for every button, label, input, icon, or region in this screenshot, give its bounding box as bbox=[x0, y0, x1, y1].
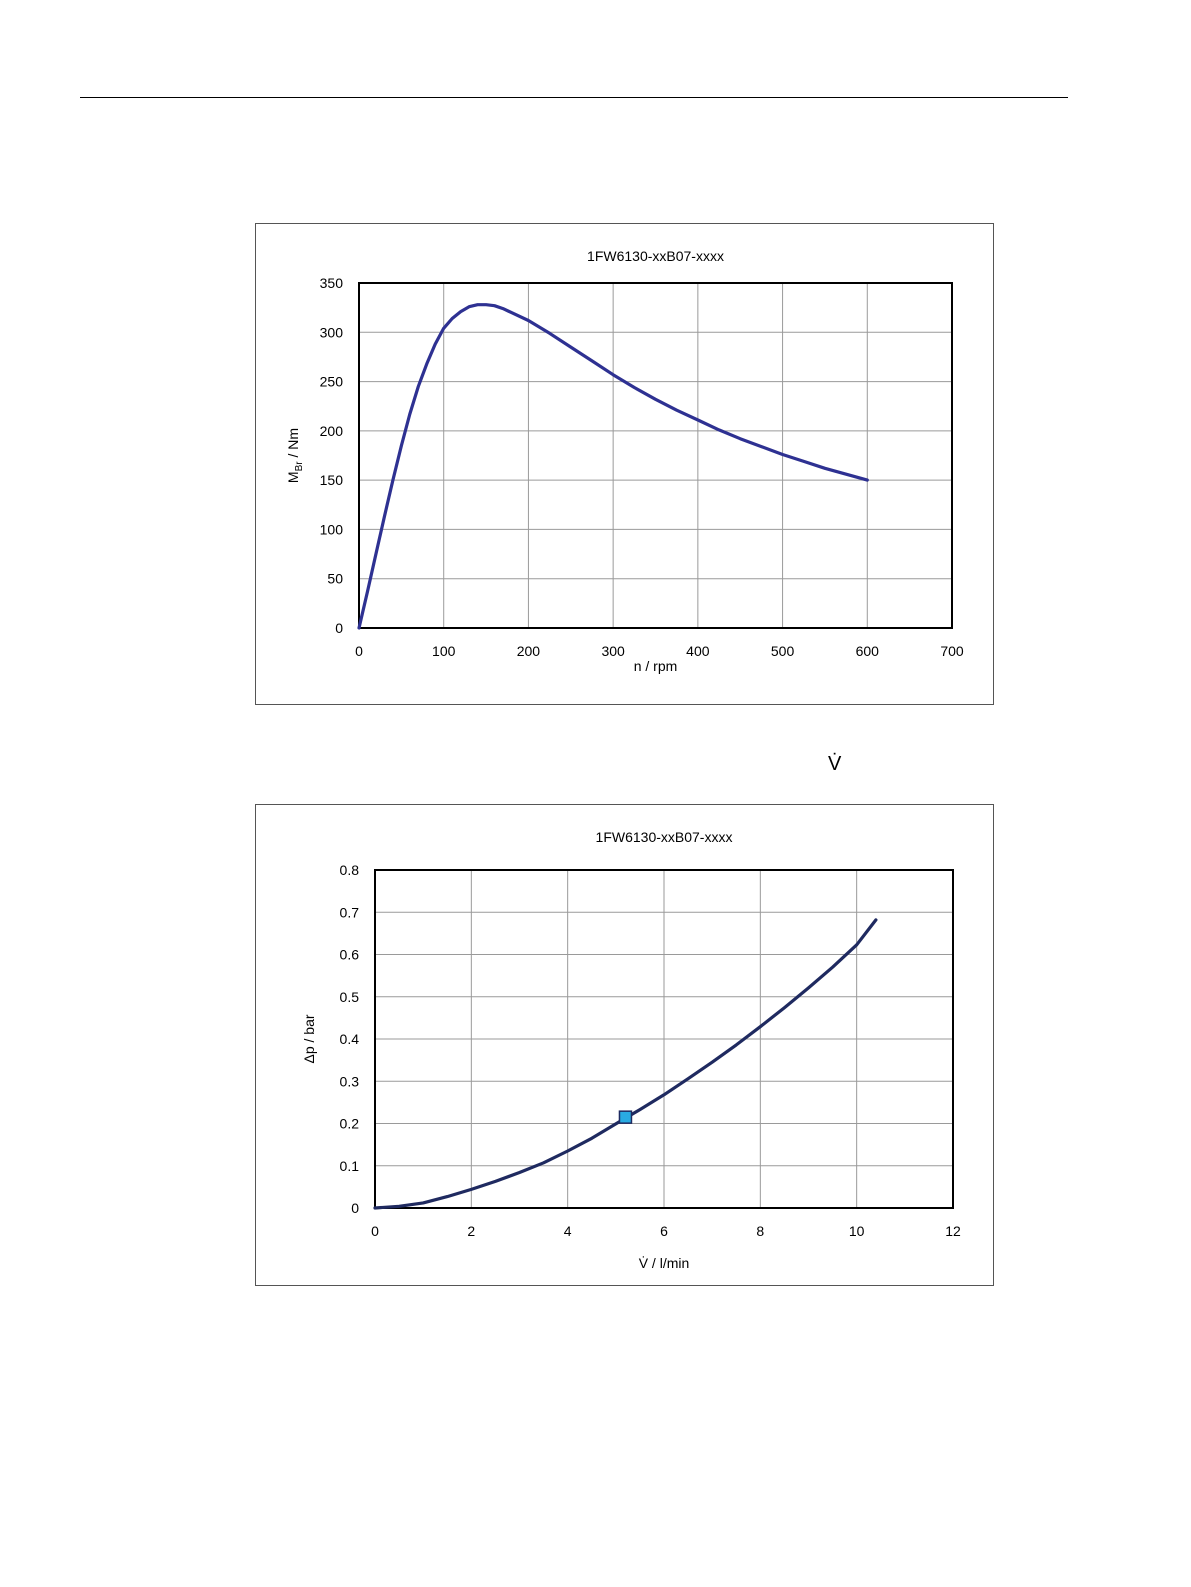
x-tick-label: 700 bbox=[940, 643, 964, 659]
y-tick-label: 0.2 bbox=[340, 1116, 360, 1132]
y-tick-label: 0 bbox=[335, 620, 343, 636]
x-axis-title: V̇ / l/min bbox=[639, 1255, 690, 1271]
series-line bbox=[373, 918, 878, 1210]
y-tick-label: 50 bbox=[327, 571, 343, 587]
x-tick-label: 10 bbox=[849, 1223, 865, 1239]
y-tick-label: 0.4 bbox=[340, 1031, 360, 1047]
pressure-drop-chart-frame: 1FW6130-xxB07-xxxx 0 2 4 6 8 10 12 0 0.1 0.2 0.3 0.4… bbox=[255, 804, 994, 1286]
x-axis-title: n / rpm bbox=[634, 658, 678, 674]
x-tick-label: 600 bbox=[856, 643, 880, 659]
y-tick-label: 150 bbox=[320, 472, 344, 488]
y-tick-label: 300 bbox=[320, 324, 344, 340]
y-tick-label: 100 bbox=[320, 521, 344, 537]
pressure-drop-chart: 1FW6130-xxB07-xxxx 0 2 4 6 8 10 12 0 0.1 0.2 0.3 0.4… bbox=[301, 829, 961, 1271]
y-axis-title: Δp / bar bbox=[301, 1014, 317, 1063]
x-tick-label: 300 bbox=[601, 643, 625, 659]
chart-title: 1FW6130-xxB07-xxxx bbox=[587, 248, 724, 264]
y-tick-label: 0.6 bbox=[340, 947, 360, 963]
x-tick-label: 0 bbox=[355, 643, 363, 659]
y-tick-label: 0.1 bbox=[340, 1158, 360, 1174]
x-tick-label: 8 bbox=[756, 1223, 764, 1239]
x-tick-label: 0 bbox=[371, 1223, 379, 1239]
torque-chart-frame: 1FW6130-xxB07-xxxx 0 100 200 300 400 500 600 700… bbox=[255, 223, 994, 705]
y-tick-label: 200 bbox=[320, 423, 344, 439]
x-tick-label: 6 bbox=[660, 1223, 668, 1239]
y-tick-label: 0.3 bbox=[340, 1073, 360, 1089]
y-axis-title-subscript: Br bbox=[294, 461, 305, 472]
x-tick-label: 200 bbox=[517, 643, 541, 659]
plot-area-border bbox=[374, 869, 954, 1209]
y-tick-label: 0.5 bbox=[340, 989, 360, 1005]
y-axis-title-unit: / Nm bbox=[285, 428, 301, 461]
x-tick-label: 400 bbox=[686, 643, 710, 659]
y-tick-label: 0.7 bbox=[340, 904, 360, 920]
y-tick-label: 350 bbox=[320, 275, 344, 291]
flow-rate-symbol: V̇ bbox=[828, 753, 842, 775]
y-axis-title-main: M bbox=[285, 471, 301, 483]
y-tick-label: 0.8 bbox=[340, 862, 360, 878]
y-axis-title: MBr / Nm bbox=[285, 428, 305, 483]
y-tick-label: 250 bbox=[320, 374, 344, 390]
x-tick-label: 500 bbox=[771, 643, 795, 659]
x-tick-label: 4 bbox=[564, 1223, 572, 1239]
x-tick-label: 2 bbox=[467, 1223, 475, 1239]
operating-point-marker bbox=[618, 1110, 633, 1124]
y-tick-label: 0 bbox=[351, 1200, 359, 1216]
chart-title: 1FW6130-xxB07-xxxx bbox=[596, 829, 733, 845]
plot-area-border bbox=[358, 282, 953, 629]
x-tick-label: 100 bbox=[432, 643, 456, 659]
x-tick-label: 12 bbox=[945, 1223, 961, 1239]
series-line bbox=[357, 303, 869, 630]
header-rule bbox=[80, 97, 1068, 98]
